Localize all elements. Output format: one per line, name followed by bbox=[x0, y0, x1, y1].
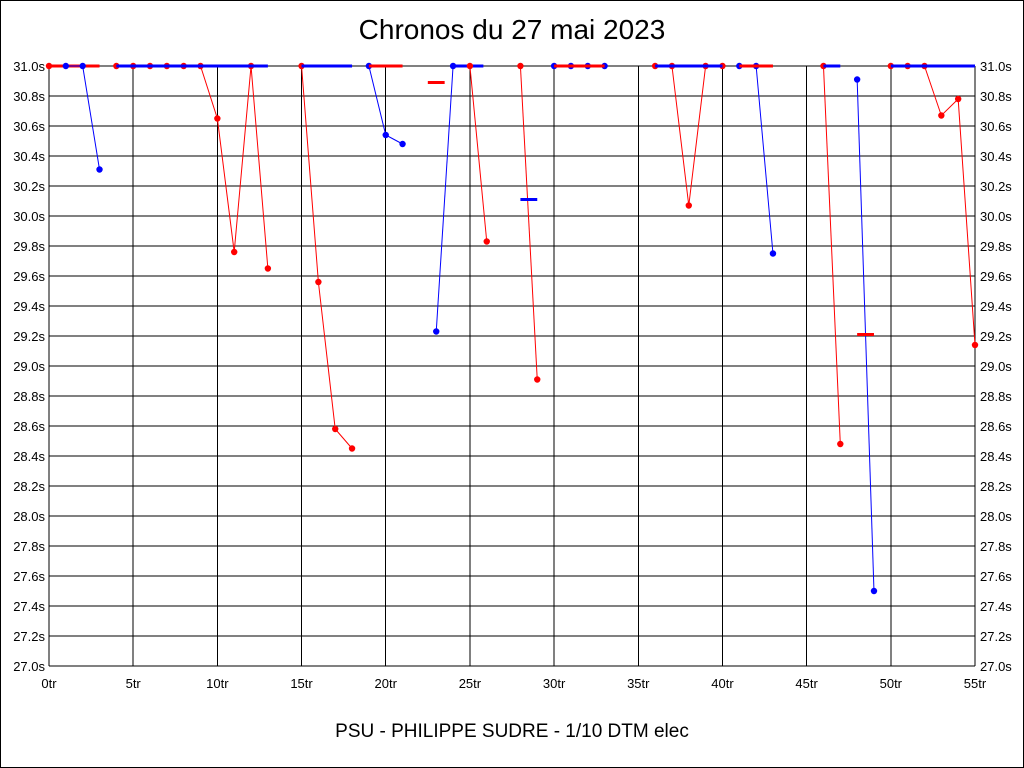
data-point bbox=[971, 341, 979, 349]
y-tick-label-right: 28.8s bbox=[980, 389, 1012, 404]
y-tick-label-right: 27.0s bbox=[980, 659, 1012, 674]
y-tick-label-left: 29.8s bbox=[13, 239, 45, 254]
y-tick-label-left: 28.0s bbox=[13, 509, 45, 524]
data-point bbox=[685, 202, 692, 209]
y-tick-label-right: 29.8s bbox=[980, 239, 1012, 254]
y-tick-label-right: 30.4s bbox=[980, 149, 1012, 164]
series-line bbox=[655, 65, 723, 206]
y-tick-label-left: 28.2s bbox=[13, 479, 45, 494]
x-tick-label: 25tr bbox=[459, 676, 482, 691]
series-line bbox=[469, 65, 488, 242]
y-tick-label-left: 29.4s bbox=[13, 299, 45, 314]
data-point bbox=[483, 238, 490, 245]
y-tick-label-left: 27.4s bbox=[13, 599, 45, 614]
data-point bbox=[79, 62, 86, 70]
y-tick-label-right: 27.2s bbox=[980, 629, 1012, 644]
data-point bbox=[231, 248, 238, 256]
y-tick-label-left: 28.4s bbox=[13, 449, 45, 464]
y-tick-label-left: 28.6s bbox=[13, 419, 45, 434]
series-line bbox=[435, 65, 454, 332]
data-point bbox=[870, 587, 878, 595]
y-tick-label-left: 27.8s bbox=[13, 539, 45, 554]
series-line bbox=[890, 65, 976, 346]
y-tick-label-right: 31.0s bbox=[980, 59, 1012, 74]
y-tick-label-right: 28.4s bbox=[980, 449, 1012, 464]
data-point bbox=[466, 62, 474, 70]
y-tick-label-right: 27.8s bbox=[980, 539, 1012, 554]
x-tick-label: 10tr bbox=[206, 676, 229, 691]
y-tick-label-right: 27.6s bbox=[980, 569, 1012, 584]
data-point bbox=[837, 440, 844, 448]
x-tick-label: 20tr bbox=[375, 676, 398, 691]
y-tick-label-left: 29.0s bbox=[13, 359, 45, 374]
data-point bbox=[769, 250, 777, 257]
y-tick-label-left: 29.2s bbox=[13, 329, 45, 344]
data-point bbox=[96, 166, 103, 173]
series-line bbox=[739, 65, 774, 254]
data-point bbox=[534, 376, 541, 383]
x-tick-label: 15tr bbox=[290, 676, 313, 691]
y-tick-label-left: 30.8s bbox=[13, 89, 45, 104]
x-tick-label: 55tr bbox=[964, 676, 987, 691]
y-tick-label-right: 28.6s bbox=[980, 419, 1012, 434]
data-point bbox=[315, 278, 322, 286]
y-tick-label-left: 28.8s bbox=[13, 389, 45, 404]
data-point bbox=[382, 131, 389, 139]
y-tick-label-left: 30.2s bbox=[13, 179, 45, 194]
y-tick-label-left: 27.2s bbox=[13, 629, 45, 644]
y-tick-label-right: 28.0s bbox=[980, 509, 1012, 524]
y-tick-label-right: 30.2s bbox=[980, 179, 1012, 194]
y-tick-label-right: 30.0s bbox=[980, 209, 1012, 224]
data-point bbox=[214, 115, 221, 122]
data-point bbox=[399, 140, 406, 148]
y-tick-label-left: 29.6s bbox=[13, 269, 45, 284]
data-point bbox=[45, 62, 53, 70]
data-point bbox=[298, 62, 305, 70]
data-point bbox=[348, 445, 356, 452]
y-tick-label-left: 30.4s bbox=[13, 149, 45, 164]
data-point bbox=[938, 112, 945, 119]
y-tick-label-right: 28.2s bbox=[980, 479, 1012, 494]
y-tick-label-left: 27.6s bbox=[13, 569, 45, 584]
y-tick-label-right: 27.4s bbox=[980, 599, 1012, 614]
x-tick-label: 40tr bbox=[711, 676, 734, 691]
series-line bbox=[519, 65, 538, 380]
y-tick-label-right: 29.4s bbox=[980, 299, 1012, 314]
chart-title: Chronos du 27 mai 2023 bbox=[358, 14, 666, 45]
series-line bbox=[301, 65, 353, 449]
y-tick-label-left: 27.0s bbox=[13, 659, 45, 674]
data-point bbox=[433, 328, 440, 335]
x-tick-label: 50tr bbox=[880, 676, 903, 691]
y-tick-label-left: 30.0s bbox=[13, 209, 45, 224]
y-tick-label-left: 30.6s bbox=[13, 119, 45, 134]
data-point bbox=[332, 425, 339, 433]
data-point bbox=[954, 95, 962, 103]
series-line bbox=[65, 65, 101, 170]
y-tick-label-right: 29.0s bbox=[980, 359, 1012, 374]
data-point bbox=[449, 62, 457, 70]
data-point bbox=[62, 62, 70, 70]
y-tick-label-right: 30.6s bbox=[980, 119, 1012, 134]
data-point bbox=[365, 62, 373, 70]
y-tick-label-right: 30.8s bbox=[980, 89, 1012, 104]
x-tick-label: 0tr bbox=[41, 676, 57, 691]
y-tick-label-left: 31.0s bbox=[13, 59, 45, 74]
data-point bbox=[853, 76, 861, 83]
data-point bbox=[264, 265, 272, 272]
chart-subtitle: PSU - PHILIPPE SUDRE - 1/10 DTM elec bbox=[335, 721, 689, 742]
y-tick-label-right: 29.6s bbox=[980, 269, 1012, 284]
series-line bbox=[822, 65, 841, 445]
x-tick-label: 5tr bbox=[126, 676, 142, 691]
data-point bbox=[517, 62, 524, 70]
x-tick-label: 35tr bbox=[627, 676, 650, 691]
x-tick-label: 30tr bbox=[543, 676, 566, 691]
x-tick-label: 45tr bbox=[795, 676, 818, 691]
y-tick-label-right: 29.2s bbox=[980, 329, 1012, 344]
